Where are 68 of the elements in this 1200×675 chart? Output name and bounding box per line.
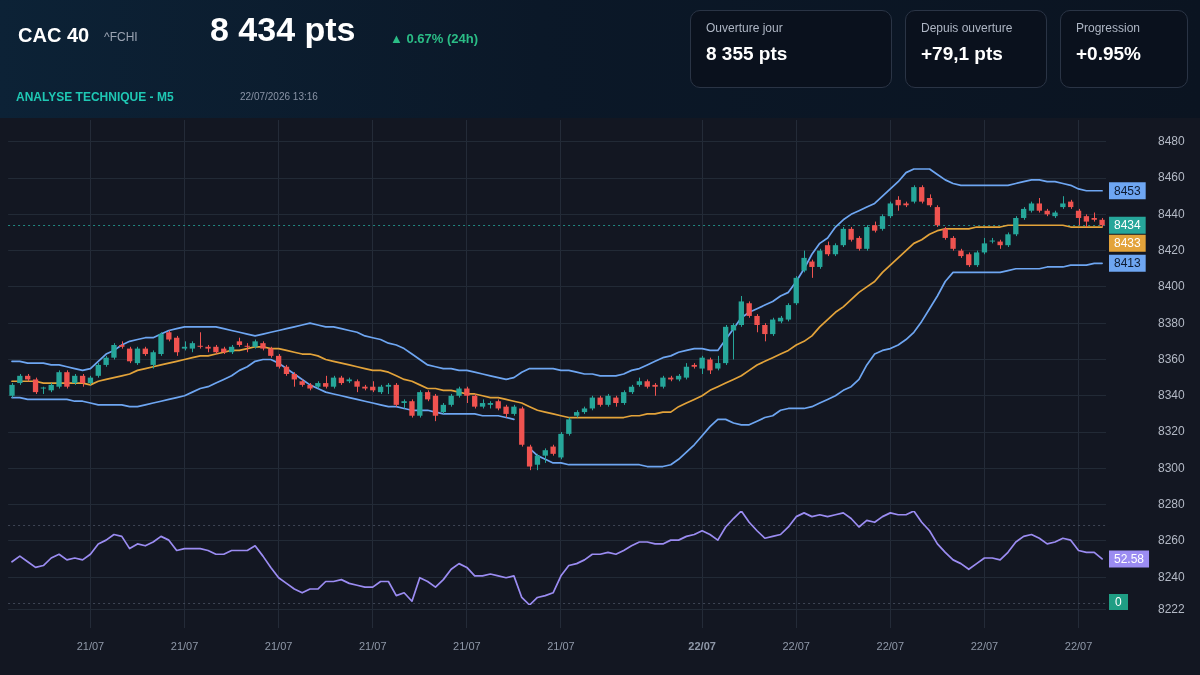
y-tick-label: 8400 (1158, 279, 1186, 294)
candlestick (762, 322, 768, 342)
chart-title: CAC 40 (18, 24, 90, 46)
candlestick (566, 417, 572, 437)
y-tick-label: 8320 (1158, 424, 1186, 439)
candlestick (150, 349, 156, 370)
candlestick (934, 204, 941, 228)
y-tick-label: 8440 (1158, 206, 1186, 221)
text: Ouverture jour (706, 21, 783, 35)
x-tick-label: 22/07 (1064, 639, 1093, 652)
ref-line-label: 8434 (1114, 218, 1142, 233)
text: ^FCHI (104, 30, 138, 44)
y-tick-label: 8300 (1158, 460, 1186, 475)
candlestick (64, 369, 70, 390)
x-tick-label: 21/07 (76, 639, 105, 652)
x-tick-label: 21/07 (453, 639, 481, 652)
data-label: 8453 (1114, 183, 1142, 198)
candlestick (809, 259, 815, 279)
candlestick (817, 248, 823, 270)
candlestick (770, 317, 776, 337)
candlestick (409, 398, 415, 419)
x-tick-label: 21/07 (264, 639, 293, 652)
y-tick-label: 8260 (1158, 533, 1186, 548)
candlestick (1013, 215, 1019, 237)
y-tick-label: 8360 (1158, 351, 1186, 366)
candlestick (699, 355, 705, 375)
candlestick (158, 331, 164, 357)
x-tick-label: 22/07 (876, 639, 905, 652)
candlestick (393, 382, 399, 408)
text: +79,1 pts (921, 43, 1003, 64)
candlestick (417, 389, 423, 419)
y-tick-label: 8380 (1158, 315, 1186, 330)
chart-subtitle: ANALYSE TECHNIQUE - M5 (16, 90, 174, 104)
y-tick-label: 8340 (1158, 388, 1186, 403)
text: 8 434 pts (210, 10, 356, 48)
candlestick (558, 431, 564, 460)
candlestick (526, 444, 533, 471)
x-tick-label: 21/07 (170, 639, 199, 652)
text: 8 355 pts (706, 43, 788, 64)
y-tick-label: 8460 (1158, 170, 1186, 185)
text: Progression (1076, 21, 1141, 35)
y-tick-label: 8222 (1158, 602, 1186, 617)
y-tick-label: 8480 (1158, 134, 1186, 149)
text: ▲ 0.67% (24h) (390, 31, 479, 46)
candlestick (174, 335, 180, 357)
candlestick (785, 302, 792, 322)
data-label: 8413 (1114, 256, 1142, 271)
y-tick-label: 8240 (1158, 569, 1186, 584)
candlestick (197, 331, 203, 350)
x-tick-label: 21/07 (547, 639, 575, 652)
x-tick-label: 21/07 (358, 639, 387, 652)
candlestick (738, 295, 744, 328)
y-tick-label: 8420 (1158, 242, 1186, 257)
x-tick-label: 22/07 (782, 639, 810, 652)
candlestick (919, 184, 925, 204)
x-tick-label: 22/07 (970, 639, 999, 652)
candlestick (432, 393, 439, 422)
candlestick (56, 369, 62, 390)
text: Depuis ouverture (921, 21, 1013, 35)
candlestick (801, 250, 807, 273)
x-tick-label: 22/07 (688, 639, 716, 652)
text: +0.95% (1076, 43, 1141, 64)
candlestick (754, 313, 760, 333)
candlestick (911, 184, 917, 204)
text: 22/07/2026 13:16 (240, 91, 318, 102)
candlestick (134, 346, 141, 366)
y-tick-label: 8280 (1158, 496, 1186, 511)
data-label: 8433 (1114, 236, 1142, 251)
